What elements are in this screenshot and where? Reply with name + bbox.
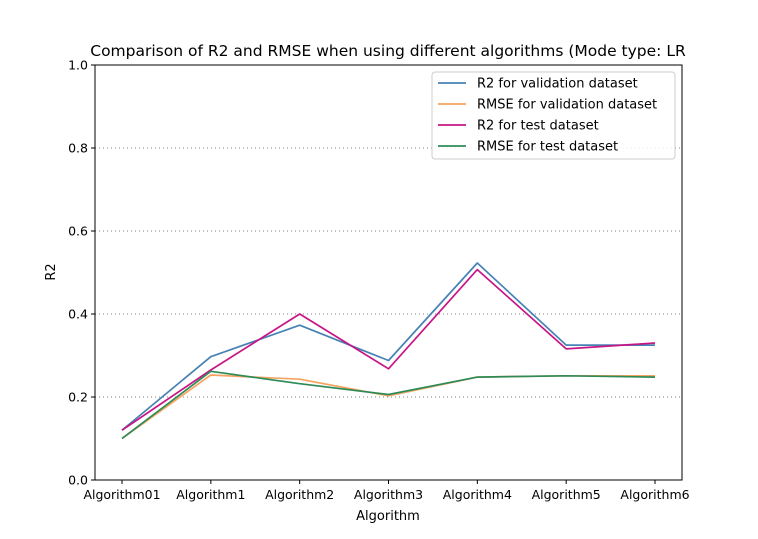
x-tick-label: Algorithm5	[532, 487, 601, 502]
y-tick-label: 0.0	[68, 473, 88, 488]
y-tick-label: 0.4	[68, 307, 88, 322]
x-tick-label: Algorithm6	[620, 487, 689, 502]
x-tick-label: Algorithm2	[265, 487, 334, 502]
y-axis-label: R2	[44, 263, 59, 280]
legend-label: R2 for validation dataset	[477, 77, 638, 92]
legend-label: RMSE for test dataset	[477, 140, 618, 155]
series-line-1	[121, 262, 655, 431]
y-tick-label: 0.6	[68, 224, 88, 239]
series-line-2	[121, 374, 655, 440]
series-lines	[121, 262, 656, 440]
y-tick-label: 0.2	[68, 390, 88, 405]
y-tick-label: 1.0	[68, 58, 88, 73]
legend-box	[431, 71, 676, 160]
y-axis: 0.0 0.2 0.4 0.6 0.8 1.0	[68, 58, 95, 488]
x-tick-label: Algorithm3	[354, 487, 423, 502]
x-tick-label: Algorithm4	[443, 487, 512, 502]
legend-label: R2 for test dataset	[477, 119, 599, 134]
x-axis: Algorithm01 Algorithm1 Algorithm2 Algorithm…	[83, 480, 690, 502]
x-axis-label: Algorithm	[356, 509, 420, 524]
series-line-4	[121, 370, 656, 440]
x-tick-label: Algorithm1	[176, 487, 245, 502]
legend-label: RMSE for validation dataset	[477, 98, 657, 113]
series-line-3	[121, 268, 656, 431]
y-tick-label: 0.8	[68, 141, 88, 156]
chart-title: Comparison of R2 and RMSE when using dif…	[90, 42, 686, 60]
legend: R2 for validation dataset RMSE for valida…	[431, 71, 676, 160]
x-tick-label: Algorithm01	[83, 487, 160, 502]
